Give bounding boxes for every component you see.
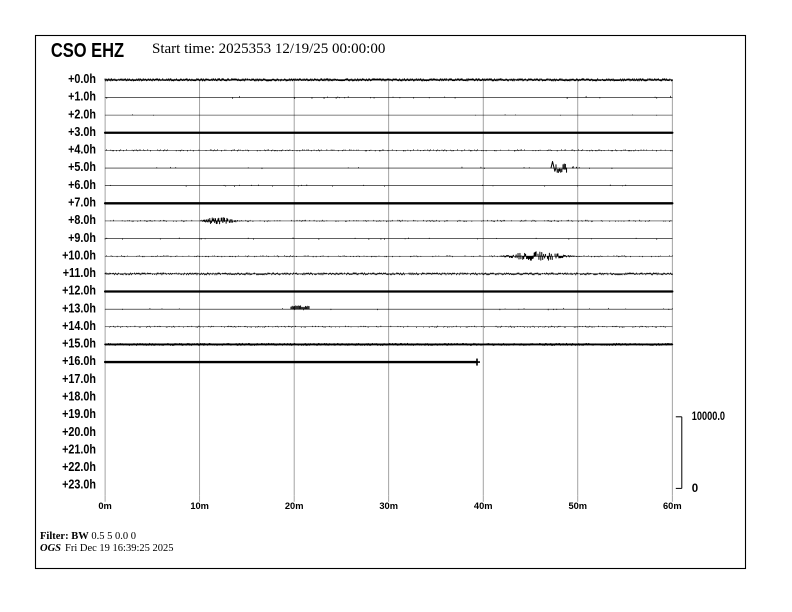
svg-text:10000.0: 10000.0 <box>692 411 725 423</box>
svg-text:+15.0h: +15.0h <box>62 336 96 351</box>
svg-text:CSO EHZ: CSO EHZ <box>51 38 124 61</box>
svg-text:10m: 10m <box>190 501 209 511</box>
svg-text:40m: 40m <box>474 501 493 511</box>
svg-text:+16.0h: +16.0h <box>62 353 96 368</box>
svg-text:+3.0h: +3.0h <box>68 124 96 139</box>
svg-text:50m: 50m <box>568 501 587 511</box>
svg-text:+4.0h: +4.0h <box>68 142 96 157</box>
svg-text:20m: 20m <box>285 501 304 511</box>
svg-text:+14.0h: +14.0h <box>62 318 96 333</box>
svg-text:+17.0h: +17.0h <box>62 371 96 386</box>
svg-text:+2.0h: +2.0h <box>68 106 96 121</box>
svg-text:0m: 0m <box>98 501 111 511</box>
svg-text:+21.0h: +21.0h <box>62 441 96 456</box>
svg-text:+12.0h: +12.0h <box>62 283 96 298</box>
svg-text:+18.0h: +18.0h <box>62 389 96 404</box>
svg-text:+22.0h: +22.0h <box>62 459 96 474</box>
svg-text:+6.0h: +6.0h <box>68 177 96 192</box>
svg-text:30m: 30m <box>379 501 398 511</box>
svg-text:+9.0h: +9.0h <box>68 230 96 245</box>
svg-text:+13.0h: +13.0h <box>62 300 96 315</box>
svg-text:+20.0h: +20.0h <box>62 424 96 439</box>
svg-text:0: 0 <box>692 483 698 495</box>
svg-text:+23.0h: +23.0h <box>62 477 96 492</box>
svg-text:+1.0h: +1.0h <box>68 89 96 104</box>
svg-text:+7.0h: +7.0h <box>68 195 96 210</box>
svg-text:+19.0h: +19.0h <box>62 406 96 421</box>
svg-text:+0.0h: +0.0h <box>68 71 96 86</box>
svg-text:+10.0h: +10.0h <box>62 247 96 262</box>
svg-text:+8.0h: +8.0h <box>68 212 96 227</box>
svg-text:Filter: BW 0.5 5 0.0 0: Filter: BW 0.5 5 0.0 0 <box>40 531 136 542</box>
svg-text:+11.0h: +11.0h <box>63 265 96 280</box>
svg-text:60m: 60m <box>663 501 682 511</box>
svg-text:Start time: 2025353 12/19/25 0: Start time: 2025353 12/19/25 00:00:00 <box>152 41 385 57</box>
svg-text:+5.0h: +5.0h <box>68 159 96 174</box>
